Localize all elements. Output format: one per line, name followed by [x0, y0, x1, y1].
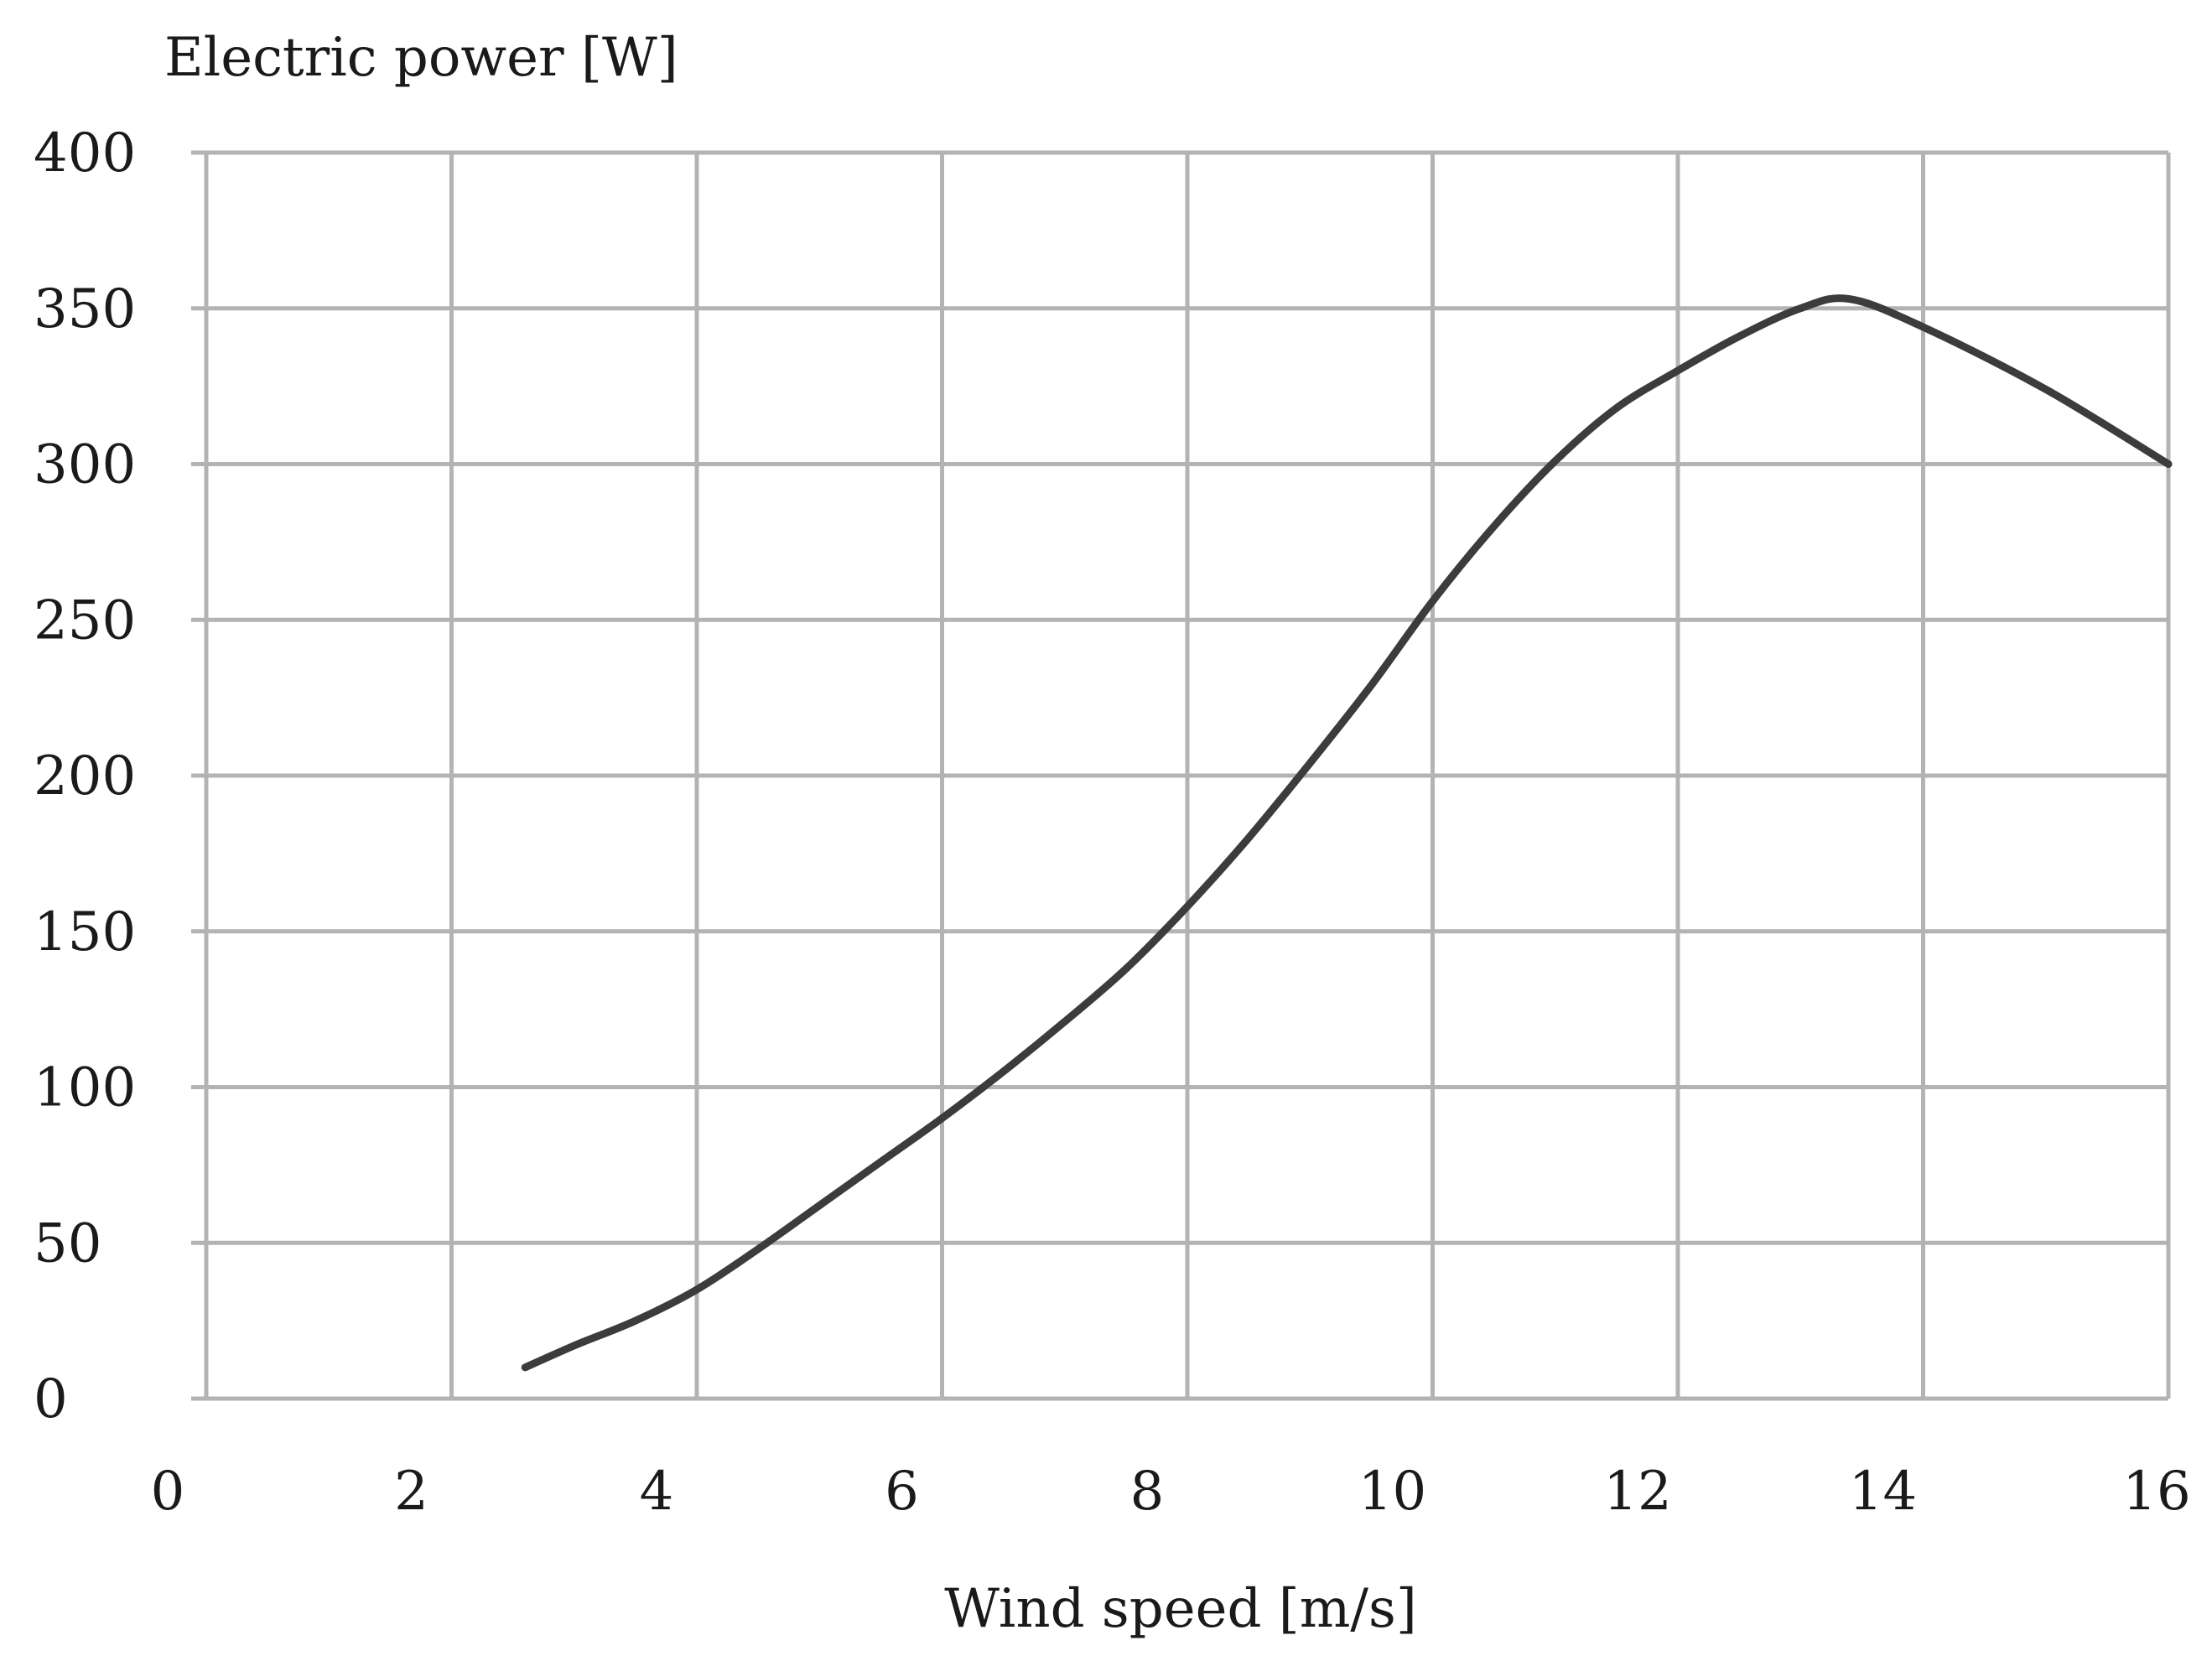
x-tick-label: 14: [1849, 1461, 1917, 1523]
y-tick-label: 250: [34, 589, 136, 651]
y-tick-label: 50: [34, 1212, 101, 1274]
x-tick-label: 6: [885, 1461, 919, 1523]
x-tick-label: 10: [1358, 1461, 1426, 1523]
x-tick-label: 4: [640, 1461, 674, 1523]
y-tick-label: 400: [34, 122, 136, 184]
x-tick-label: 8: [1130, 1461, 1165, 1523]
y-tick-label: 350: [34, 278, 136, 340]
y-axis-title: Electric power [W]: [164, 27, 678, 89]
series-layer: [521, 294, 2173, 1372]
x-tick-labels: 0 2 4 6 8 10 12 14 16: [151, 1461, 2191, 1523]
x-tick-label: 16: [2122, 1461, 2190, 1523]
y-tick-label: 200: [34, 745, 136, 807]
power-curve-line: [521, 294, 2173, 1372]
y-tick-label: 0: [34, 1368, 68, 1430]
x-tick-label: 12: [1603, 1461, 1671, 1523]
x-axis-title: Wind speed [m/s]: [944, 1578, 1417, 1640]
y-tick-labels: 0 50 100 150 200 250 300 350 400: [34, 122, 136, 1430]
y-tick-label: 100: [34, 1057, 136, 1119]
y-tick-label: 150: [34, 901, 136, 963]
y-tick-label: 300: [34, 434, 136, 496]
x-tick-label: 2: [394, 1461, 428, 1523]
x-tick-label: 0: [151, 1461, 185, 1523]
grid: [191, 150, 2171, 1401]
